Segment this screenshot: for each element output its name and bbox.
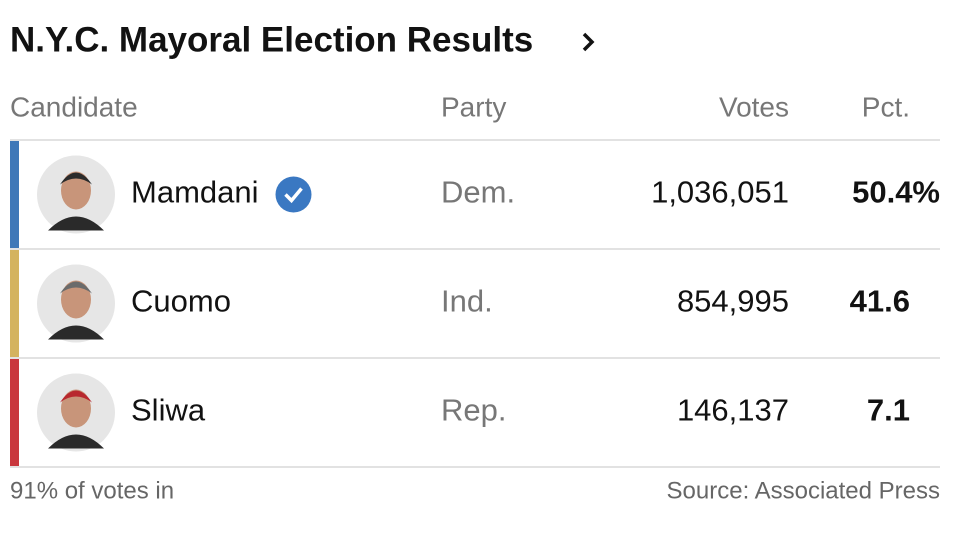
- party-stripe: [10, 359, 19, 466]
- photo-shoulders: [48, 434, 104, 449]
- votes: 1,036,051: [651, 175, 789, 210]
- party: Ind.: [441, 284, 493, 319]
- winner-badge: [275, 176, 312, 213]
- title[interactable]: N.Y.C. Mayoral Election Results: [10, 20, 533, 59]
- photo-face: [61, 389, 91, 428]
- column-header: Pct.: [862, 91, 910, 122]
- candidate-name: Sliwa: [131, 393, 206, 428]
- votes: 854,995: [677, 284, 789, 319]
- title-chevron[interactable]: [582, 32, 595, 52]
- photo-shoulders: [48, 216, 104, 231]
- percent: 50.4%: [852, 175, 940, 210]
- party-stripe: [10, 250, 19, 357]
- percent: 7.1: [867, 393, 910, 428]
- candidate-name: Cuomo: [131, 284, 231, 319]
- votes: 146,137: [677, 393, 789, 428]
- footer-source: Source: Associated Press: [667, 477, 940, 504]
- party-stripe: [10, 141, 19, 248]
- photo-face: [61, 280, 91, 319]
- column-header: Candidate: [10, 91, 138, 122]
- photo-face: [61, 171, 91, 210]
- percent: 41.6: [850, 284, 910, 319]
- candidate-name: Mamdani: [131, 175, 259, 210]
- footer-note: 91% of votes in: [10, 477, 174, 504]
- winner-check: [284, 187, 303, 204]
- party: Rep.: [441, 393, 506, 428]
- column-header: Votes: [719, 91, 789, 122]
- photo-hair: [60, 172, 92, 185]
- photo-hair: [60, 390, 92, 403]
- photo-hair: [60, 281, 92, 294]
- column-header: Party: [441, 91, 506, 122]
- party: Dem.: [441, 175, 515, 210]
- photo-shoulders: [48, 325, 104, 340]
